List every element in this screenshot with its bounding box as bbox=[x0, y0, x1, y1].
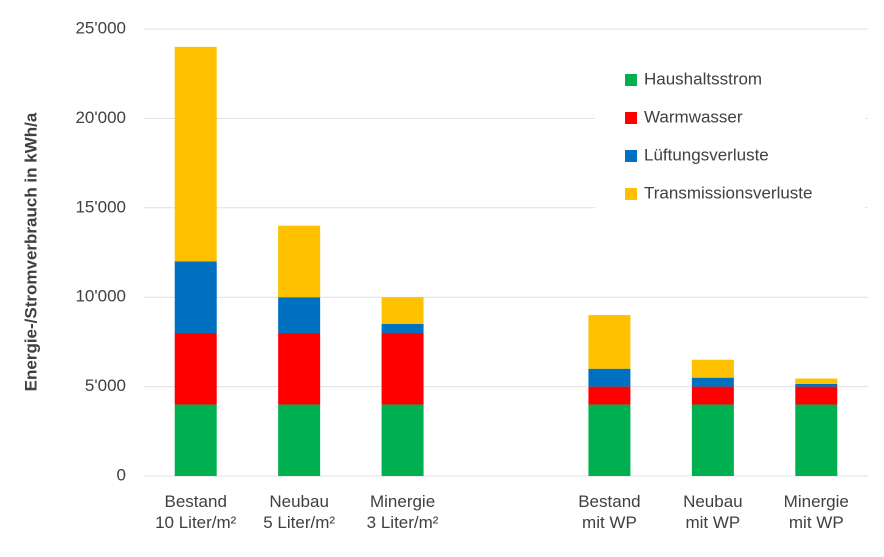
bar-segment bbox=[278, 332, 321, 405]
bar-segment bbox=[278, 404, 321, 476]
x-tick-label: Minergie 3 Liter/m² bbox=[367, 492, 439, 532]
bar-segment bbox=[795, 404, 838, 476]
bar-segment bbox=[691, 404, 734, 476]
y-tick-label: 10'000 bbox=[75, 287, 126, 306]
bar-segment bbox=[795, 383, 838, 387]
x-tick-label: Neubau mit WP bbox=[683, 492, 743, 532]
bar-segment bbox=[174, 404, 217, 476]
bar-segment bbox=[174, 332, 217, 405]
bar-segment bbox=[381, 324, 424, 333]
bar-segment bbox=[691, 386, 734, 405]
x-tick-label: Minergie mit WP bbox=[784, 492, 849, 532]
bar-segment bbox=[795, 386, 838, 405]
bar-segment bbox=[278, 297, 321, 333]
y-tick-label: 5'000 bbox=[85, 376, 126, 395]
legend-label: Lüftungsverluste bbox=[644, 145, 769, 164]
x-tick-label: Bestand 10 Liter/m² bbox=[155, 492, 237, 532]
legend-box bbox=[595, 55, 865, 210]
legend-swatch bbox=[625, 150, 637, 162]
y-axis-title: Energie-/Stromverbrauch in kWh/a bbox=[21, 112, 40, 391]
legend-label: Transmissionsverluste bbox=[644, 183, 812, 202]
legend-swatch bbox=[625, 188, 637, 200]
bar-segment bbox=[174, 261, 217, 333]
bar-segment bbox=[278, 225, 321, 298]
bar-segment bbox=[795, 378, 838, 384]
x-tick-label: Bestand mit WP bbox=[578, 492, 640, 532]
bar-segment bbox=[588, 368, 631, 387]
legend-swatch bbox=[625, 74, 637, 86]
bar-segment bbox=[588, 315, 631, 369]
y-tick-label: 25'000 bbox=[75, 18, 126, 37]
bar-segment bbox=[174, 46, 217, 262]
y-tick-label: 20'000 bbox=[75, 108, 126, 127]
bar-segment bbox=[588, 404, 631, 476]
x-tick-label: Neubau 5 Liter/m² bbox=[263, 492, 335, 532]
bar-segment bbox=[381, 404, 424, 476]
y-tick-label: 15'000 bbox=[75, 197, 126, 216]
bar-segment bbox=[381, 297, 424, 325]
bar-segment bbox=[691, 377, 734, 387]
bar-segment bbox=[381, 332, 424, 405]
y-tick-label: 0 bbox=[117, 465, 126, 484]
legend-swatch bbox=[625, 112, 637, 124]
bar-segment bbox=[588, 386, 631, 405]
legend-label: Haushaltsstrom bbox=[644, 69, 762, 88]
legend-label: Warmwasser bbox=[644, 107, 743, 126]
bar-segment bbox=[691, 359, 734, 378]
